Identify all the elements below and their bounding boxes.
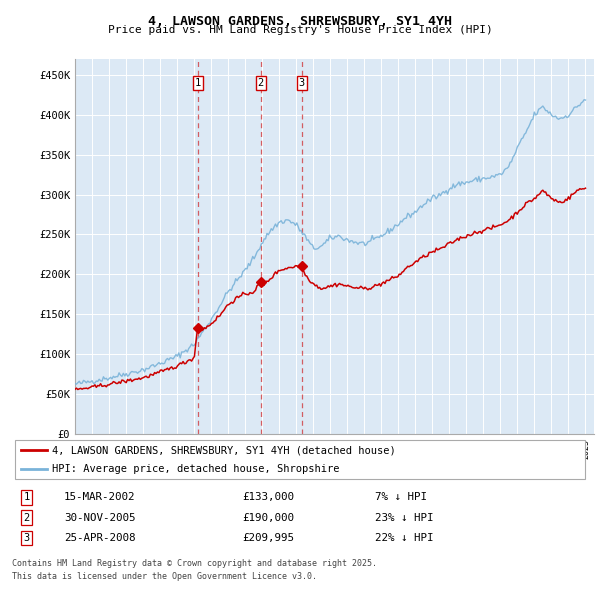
Text: Price paid vs. HM Land Registry's House Price Index (HPI): Price paid vs. HM Land Registry's House … <box>107 25 493 35</box>
Text: 25-APR-2008: 25-APR-2008 <box>64 533 136 543</box>
FancyBboxPatch shape <box>15 441 585 478</box>
Text: £190,000: £190,000 <box>242 513 295 523</box>
Text: 3: 3 <box>23 533 29 543</box>
Text: Contains HM Land Registry data © Crown copyright and database right 2025.: Contains HM Land Registry data © Crown c… <box>12 559 377 568</box>
Text: 30-NOV-2005: 30-NOV-2005 <box>64 513 136 523</box>
Text: 23% ↓ HPI: 23% ↓ HPI <box>375 513 433 523</box>
Text: 4, LAWSON GARDENS, SHREWSBURY, SY1 4YH: 4, LAWSON GARDENS, SHREWSBURY, SY1 4YH <box>148 15 452 28</box>
Text: £133,000: £133,000 <box>242 493 295 502</box>
Text: This data is licensed under the Open Government Licence v3.0.: This data is licensed under the Open Gov… <box>12 572 317 581</box>
Text: 7% ↓ HPI: 7% ↓ HPI <box>375 493 427 502</box>
Text: HPI: Average price, detached house, Shropshire: HPI: Average price, detached house, Shro… <box>52 464 340 474</box>
Text: 15-MAR-2002: 15-MAR-2002 <box>64 493 136 502</box>
Text: 4, LAWSON GARDENS, SHREWSBURY, SY1 4YH (detached house): 4, LAWSON GARDENS, SHREWSBURY, SY1 4YH (… <box>52 445 396 455</box>
Text: 2: 2 <box>257 78 264 88</box>
Text: 22% ↓ HPI: 22% ↓ HPI <box>375 533 433 543</box>
Text: 1: 1 <box>194 78 201 88</box>
Text: 3: 3 <box>299 78 305 88</box>
Text: £209,995: £209,995 <box>242 533 295 543</box>
Text: 1: 1 <box>23 493 29 502</box>
Text: 2: 2 <box>23 513 29 523</box>
